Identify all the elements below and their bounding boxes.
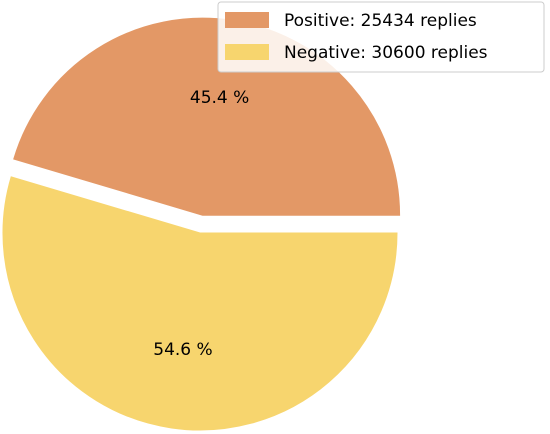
- legend-label: Positive: 25434 replies: [284, 11, 477, 31]
- legend-box: [217, 1, 545, 73]
- slice-label: 45.4 %: [190, 88, 249, 108]
- pie-slice: [2, 176, 398, 431]
- legend-label: Negative: 30600 replies: [284, 43, 488, 63]
- legend-swatch: [225, 12, 269, 28]
- legend-swatch: [225, 44, 269, 60]
- legend: Positive: 25434 replies Negative: 30600 r…: [217, 1, 545, 73]
- slice-label: 54.6 %: [153, 340, 212, 360]
